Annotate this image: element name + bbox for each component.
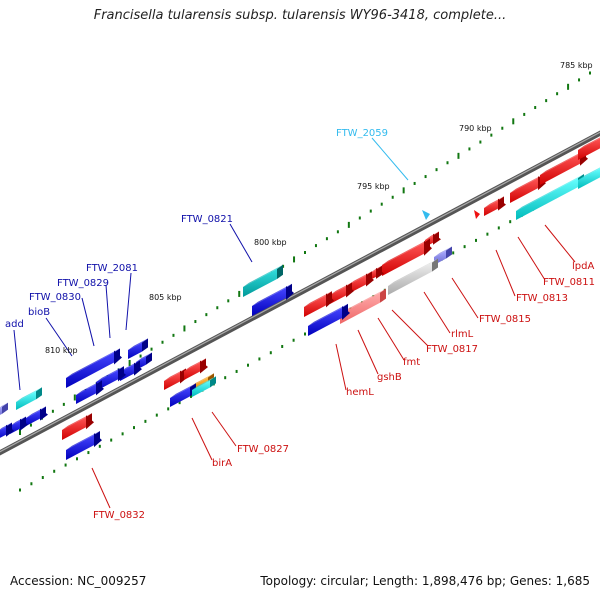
gene-label[interactable]: add bbox=[5, 319, 24, 330]
leader-line bbox=[544, 224, 576, 263]
gene-labels[interactable]: FTW_2059 FTW_0821 FTW_2081 FTW_0829 FTW_0830… bbox=[5, 128, 595, 521]
gene-blue[interactable] bbox=[76, 380, 104, 404]
gene-label[interactable]: FTW_2081 bbox=[86, 263, 138, 274]
leader-line bbox=[211, 411, 237, 447]
gene-label[interactable]: hemL bbox=[346, 387, 374, 398]
gene-features[interactable] bbox=[0, 134, 600, 460]
gene-cyan[interactable] bbox=[516, 173, 584, 220]
leader-line bbox=[191, 417, 213, 461]
gene-blue[interactable] bbox=[252, 283, 294, 316]
leader-line bbox=[13, 329, 21, 391]
leader-line bbox=[45, 317, 73, 357]
gene-lavender[interactable] bbox=[0, 402, 8, 417]
gene-label[interactable]: gshB bbox=[377, 372, 402, 383]
leader-line bbox=[229, 223, 253, 263]
gene-blue[interactable] bbox=[308, 303, 350, 336]
gene-label[interactable]: lpdA bbox=[572, 261, 594, 272]
leader-line bbox=[377, 317, 405, 361]
gene-red[interactable] bbox=[304, 291, 334, 317]
gene-red[interactable] bbox=[184, 358, 208, 380]
leader-line bbox=[391, 309, 429, 347]
gene-teal[interactable] bbox=[243, 264, 283, 297]
gene-blue[interactable] bbox=[128, 338, 148, 359]
gene-blue[interactable] bbox=[66, 430, 102, 460]
gene-blue[interactable] bbox=[0, 422, 14, 441]
scale-label: 790 kbp bbox=[459, 124, 492, 133]
leader-line bbox=[495, 249, 516, 297]
scale-label: 795 kbp bbox=[357, 182, 390, 191]
gene-blue[interactable] bbox=[66, 348, 122, 388]
leader-line bbox=[371, 137, 409, 181]
gene-label[interactable]: FTW_0821 bbox=[181, 214, 233, 225]
gene-red[interactable] bbox=[484, 196, 506, 216]
leader-line bbox=[105, 284, 111, 339]
gene-label[interactable]: rlmL bbox=[451, 329, 474, 340]
scale-label: 805 kbp bbox=[149, 293, 182, 302]
gene-label[interactable]: FTW_2059 bbox=[336, 128, 388, 139]
leader-line bbox=[423, 291, 451, 334]
leader-line bbox=[517, 236, 546, 281]
genome-backbone bbox=[0, 130, 600, 456]
gene-red[interactable] bbox=[62, 413, 94, 440]
gene-cyan[interactable] bbox=[578, 164, 600, 189]
leader-line bbox=[335, 343, 347, 391]
gene-cyan[interactable] bbox=[16, 387, 42, 410]
leader-line bbox=[91, 467, 111, 509]
gene-label[interactable]: FTW_0832 bbox=[93, 510, 145, 521]
gene-label[interactable]: FTW_0815 bbox=[479, 314, 531, 325]
gene-red[interactable] bbox=[578, 134, 600, 160]
backbone-highlight bbox=[0, 131, 600, 453]
gene-label[interactable]: FTW_0813 bbox=[516, 293, 568, 304]
scale-label: 785 kbp bbox=[560, 61, 593, 70]
gene-marker-cyan[interactable] bbox=[422, 210, 430, 220]
genome-summary: Topology: circular; Length: 1,898,476 bp… bbox=[260, 574, 590, 588]
scale-label: 810 kbp bbox=[45, 346, 78, 355]
scale-label: 800 kbp bbox=[254, 238, 287, 247]
map-title: Francisella tularensis subsp. tularensis… bbox=[93, 8, 507, 23]
gene-marker-red[interactable] bbox=[474, 210, 480, 219]
gene-label[interactable]: FTW_0811 bbox=[543, 277, 595, 288]
gene-pink[interactable] bbox=[340, 288, 386, 324]
gene-red[interactable] bbox=[370, 265, 384, 280]
accession-label: Accession: NC_009257 bbox=[10, 574, 147, 588]
scale-labels: 785 kbp 790 kbp 795 kbp 800 kbp 805 kbp 810 k… bbox=[45, 61, 593, 355]
gene-label[interactable]: birA bbox=[212, 458, 232, 469]
leader-line bbox=[81, 297, 95, 347]
leader-line bbox=[357, 329, 379, 375]
gene-label[interactable]: FTW_0827 bbox=[237, 444, 289, 455]
gene-red[interactable] bbox=[330, 282, 354, 304]
backbone-line bbox=[0, 130, 600, 456]
gene-label[interactable]: FTW_0830 bbox=[29, 292, 81, 303]
leader-line bbox=[125, 272, 132, 331]
gene-cyan[interactable] bbox=[192, 376, 216, 397]
gene-grey[interactable] bbox=[388, 258, 438, 295]
gene-label[interactable]: fmt bbox=[403, 357, 420, 368]
gene-blue[interactable] bbox=[26, 406, 48, 426]
gene-label[interactable]: FTW_0817 bbox=[426, 344, 478, 355]
gene-red[interactable] bbox=[348, 271, 374, 294]
leader-line bbox=[451, 277, 479, 319]
gene-label[interactable]: bioB bbox=[28, 307, 50, 318]
gene-label[interactable]: FTW_0829 bbox=[57, 278, 109, 289]
label-leader-lines bbox=[13, 137, 576, 509]
gene-blue[interactable] bbox=[120, 360, 142, 381]
gene-red[interactable] bbox=[382, 238, 432, 276]
